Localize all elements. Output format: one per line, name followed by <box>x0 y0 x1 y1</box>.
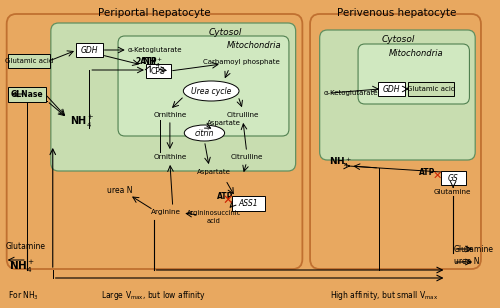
Text: Aspartate: Aspartate <box>206 120 240 126</box>
Text: Cytosol: Cytosol <box>382 35 415 44</box>
FancyBboxPatch shape <box>76 43 102 57</box>
FancyBboxPatch shape <box>320 30 475 160</box>
FancyBboxPatch shape <box>118 36 289 136</box>
Text: citrin: citrin <box>194 128 214 137</box>
Ellipse shape <box>184 81 239 101</box>
Text: ATP: ATP <box>218 192 234 201</box>
Text: Cytosol: Cytosol <box>209 28 242 37</box>
Text: Periportal hepatocyte: Periportal hepatocyte <box>98 8 211 18</box>
Text: GLNase: GLNase <box>10 90 43 99</box>
Text: NH$_4^+$: NH$_4^+$ <box>330 156 352 170</box>
Text: Arginine: Arginine <box>151 209 181 215</box>
Text: urea N: urea N <box>107 185 132 194</box>
Text: Citrulline: Citrulline <box>226 112 259 118</box>
FancyBboxPatch shape <box>440 171 466 185</box>
Text: GS: GS <box>448 173 458 183</box>
Text: ✕: ✕ <box>222 193 232 206</box>
FancyBboxPatch shape <box>8 87 46 102</box>
Text: Mitochondria: Mitochondria <box>227 41 281 50</box>
Text: GDH: GDH <box>80 46 98 55</box>
FancyBboxPatch shape <box>358 44 470 104</box>
Text: NH$_4^+$: NH$_4^+$ <box>142 56 164 70</box>
Ellipse shape <box>184 125 224 141</box>
FancyBboxPatch shape <box>51 23 296 171</box>
FancyBboxPatch shape <box>310 14 481 269</box>
Text: Large V$_\mathrm{max}$, but low affinity: Large V$_\mathrm{max}$, but low affinity <box>101 290 206 302</box>
Text: Ornithine: Ornithine <box>153 154 186 160</box>
Text: Urea cycle: Urea cycle <box>191 87 232 95</box>
Text: ATP: ATP <box>419 168 436 176</box>
Text: Mitochondria: Mitochondria <box>388 49 443 58</box>
FancyBboxPatch shape <box>378 82 405 96</box>
Text: 2ATP: 2ATP <box>135 56 156 66</box>
Text: ASS1: ASS1 <box>239 199 258 208</box>
FancyBboxPatch shape <box>232 196 265 211</box>
FancyBboxPatch shape <box>6 14 302 269</box>
Text: NH$_4^+$: NH$_4^+$ <box>70 114 94 130</box>
Text: Glutamic acid: Glutamic acid <box>4 58 53 64</box>
Text: High affinity, but small V$_\mathrm{max}$: High affinity, but small V$_\mathrm{max}… <box>330 290 438 302</box>
FancyBboxPatch shape <box>408 82 454 96</box>
Text: Glutamine: Glutamine <box>454 245 494 253</box>
Text: Carbamoyl phosphate: Carbamoyl phosphate <box>202 59 280 65</box>
FancyBboxPatch shape <box>146 64 171 78</box>
Text: CPS: CPS <box>151 67 166 75</box>
Text: Glutamic acid: Glutamic acid <box>407 86 455 92</box>
Text: Glutamine: Glutamine <box>6 241 46 250</box>
FancyBboxPatch shape <box>8 54 50 68</box>
Text: Argininosuccinic: Argininosuccinic <box>187 210 241 216</box>
Text: Perivenous hepatocyte: Perivenous hepatocyte <box>337 8 456 18</box>
Text: acid: acid <box>207 218 221 224</box>
Text: Citrulline: Citrulline <box>230 154 263 160</box>
Text: Glutamine: Glutamine <box>434 189 471 195</box>
Text: α-Ketoglutarate: α-Ketoglutarate <box>128 47 182 53</box>
Text: Ornithine: Ornithine <box>153 112 186 118</box>
Text: Aspartate: Aspartate <box>197 169 231 175</box>
Text: For NH$_3$: For NH$_3$ <box>8 290 38 302</box>
Text: ✕: ✕ <box>432 171 442 181</box>
Text: GDH: GDH <box>383 84 400 94</box>
Text: urea N: urea N <box>454 257 479 266</box>
Text: NH$_4^+$: NH$_4^+$ <box>8 259 34 275</box>
Text: α-Ketoglutarate: α-Ketoglutarate <box>323 90 378 96</box>
